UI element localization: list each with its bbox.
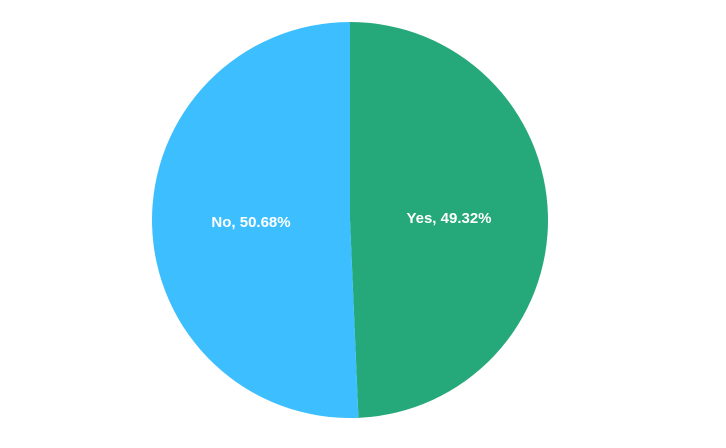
pie-slice-no: [151, 22, 359, 419]
slice-label-no: No, 50.68%: [211, 214, 290, 231]
slice-label-yes: Yes, 49.32%: [406, 210, 491, 227]
pie-slice-yes: [350, 22, 548, 418]
